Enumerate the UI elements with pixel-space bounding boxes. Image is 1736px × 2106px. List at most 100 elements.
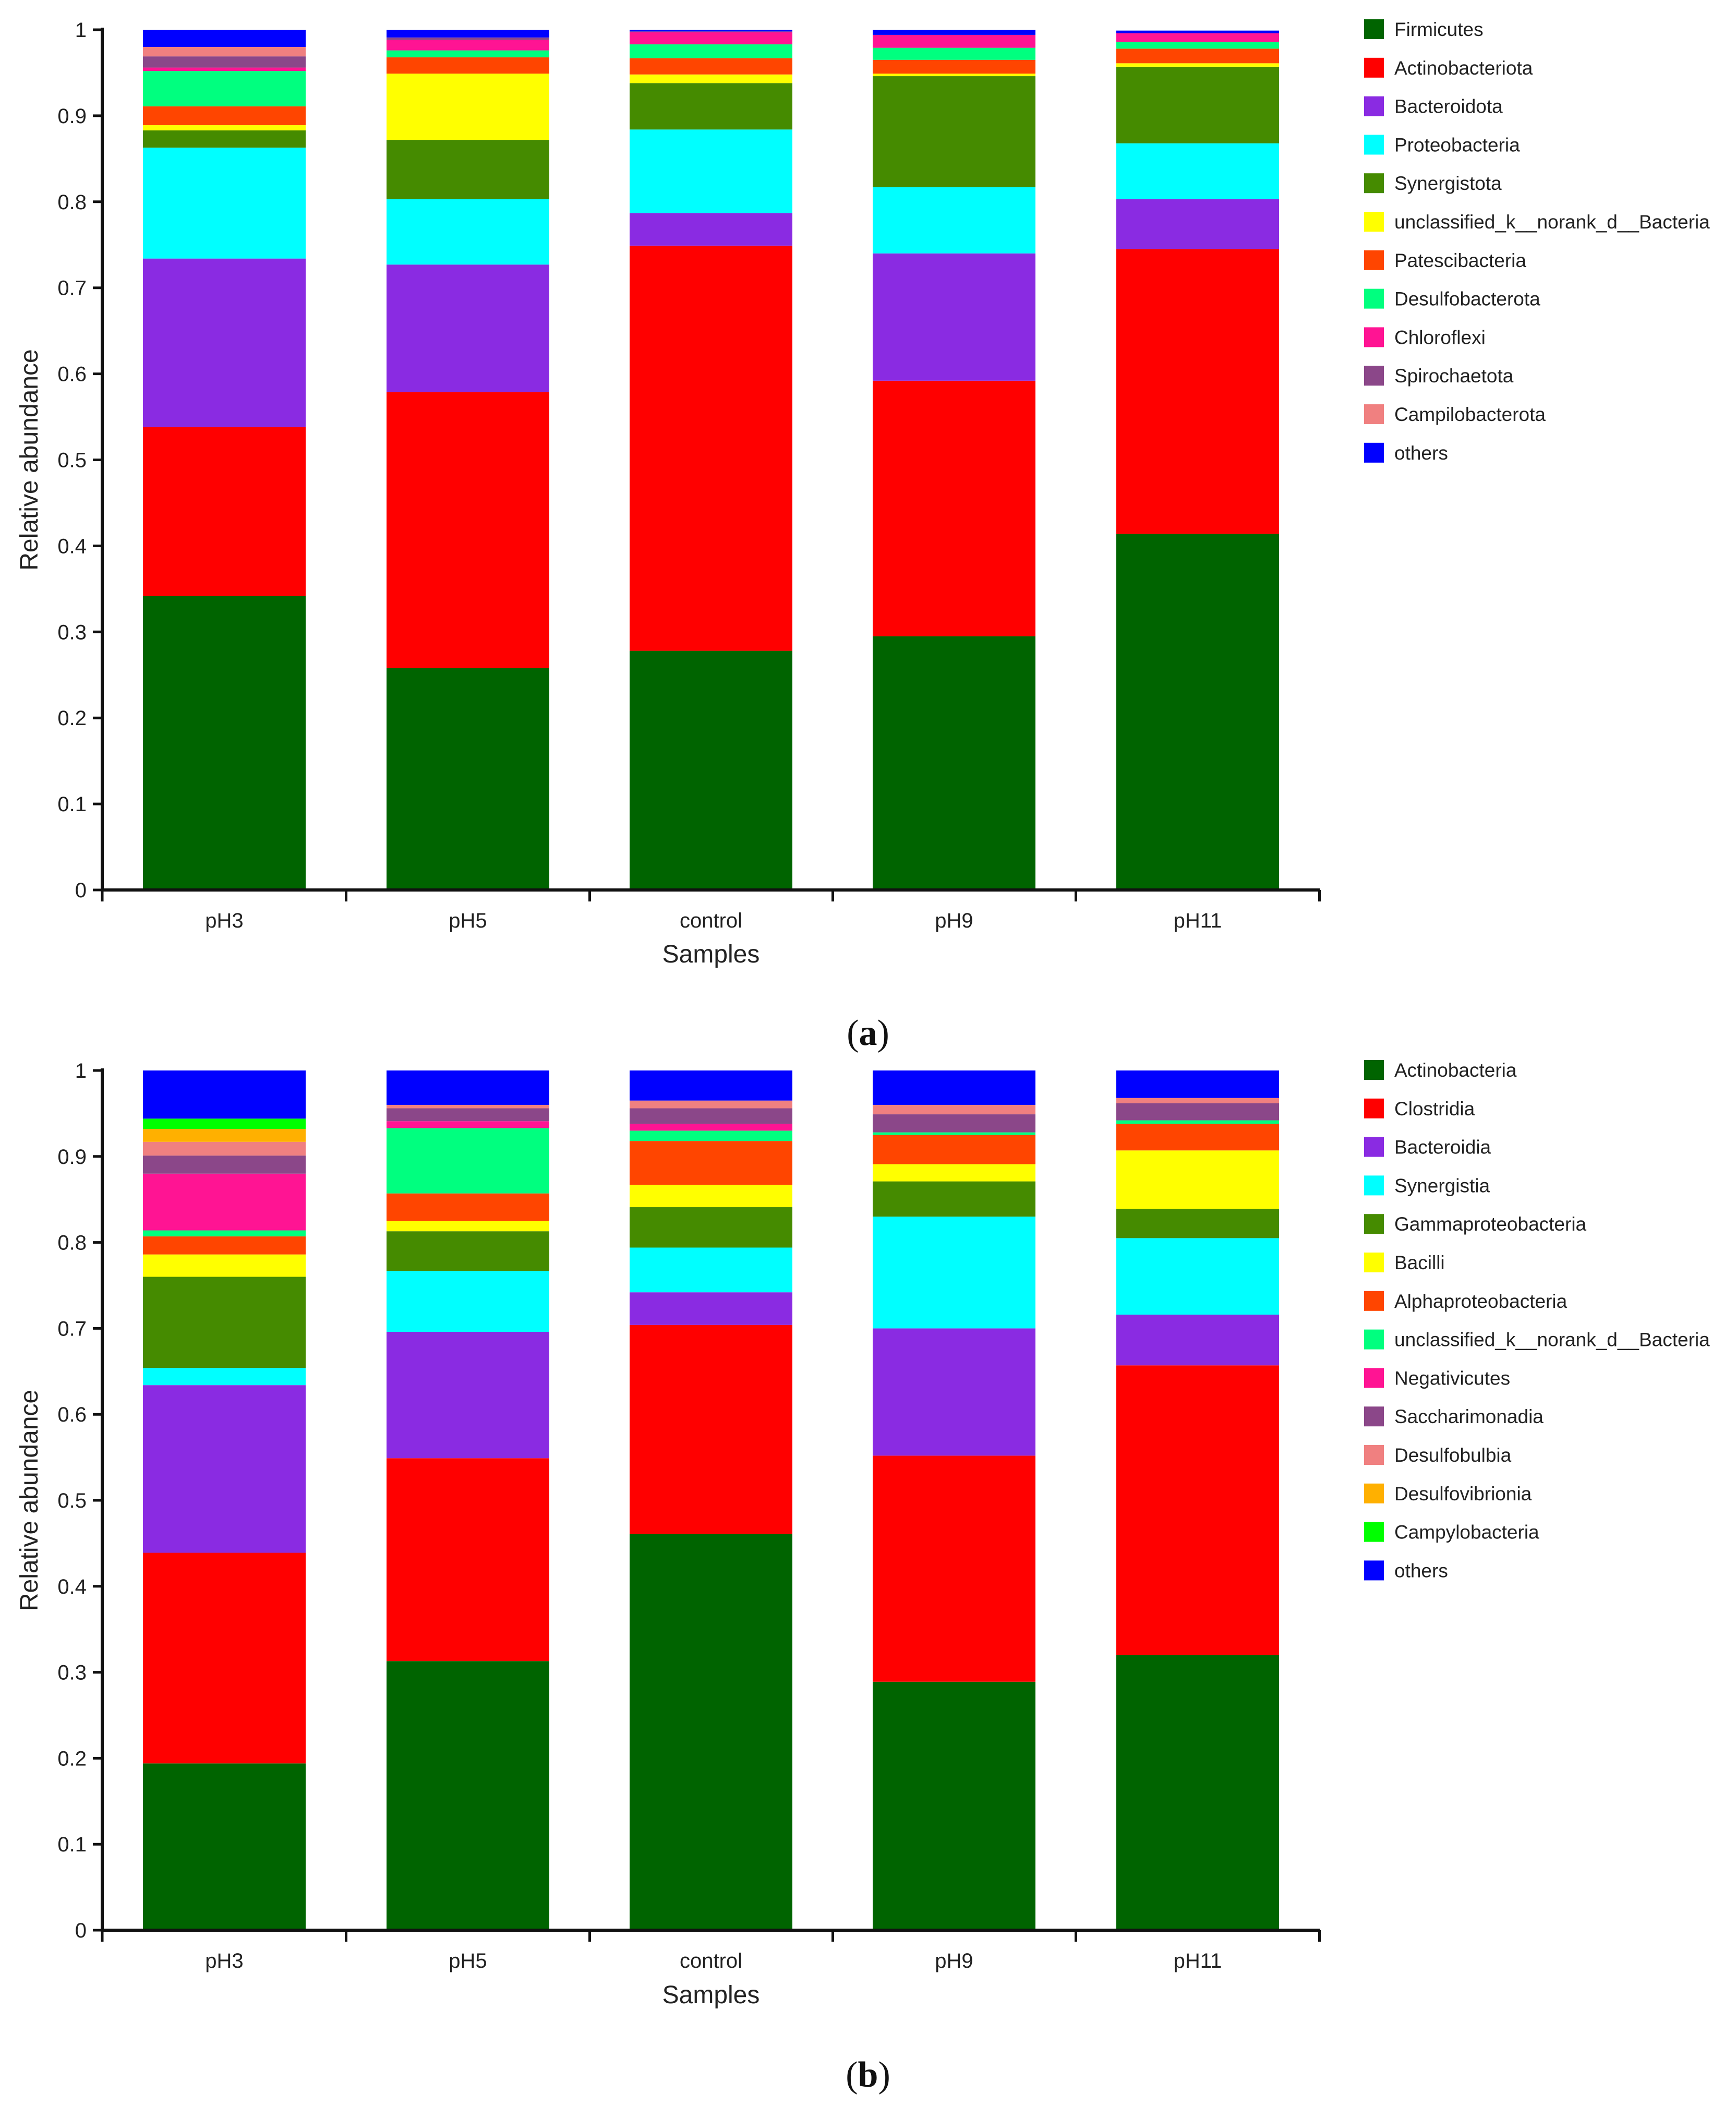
bar-segment-pH11-bacilli: [1116, 1150, 1279, 1209]
bar-segment-pH9-firmicutes: [873, 636, 1035, 890]
bar-segment-pH11-bacteroidia: [1116, 1315, 1279, 1366]
x-axis-title: Samples: [662, 941, 760, 968]
legend-swatch: [1364, 1560, 1384, 1581]
bar-segment-pH11-actinobacteria: [1116, 1655, 1279, 1930]
y-tick-label: 0.3: [57, 621, 87, 644]
x-tick-label-pH5: pH5: [449, 909, 487, 932]
y-tick-label: 0.8: [57, 191, 87, 214]
bar-segment-pH11-others: [1116, 1070, 1279, 1098]
bar-segment-pH11-bacteroidota: [1116, 199, 1279, 249]
bar-segment-pH5-desulfobacterota: [387, 50, 549, 57]
bar-segment-control-others: [630, 30, 792, 32]
bar-segment-control-actinobacteriota: [630, 245, 792, 651]
bar-segment-control-bacilli: [630, 1185, 792, 1208]
bar-segment-control-proteobacteria: [630, 129, 792, 213]
legend-swatch: [1364, 404, 1384, 424]
bar-segment-pH11-desulfobulbia: [1116, 1098, 1279, 1103]
legend-label: others: [1394, 1560, 1448, 1581]
bar-segment-pH3-negativicutes: [143, 1173, 306, 1231]
bar-segment-pH11-unclassified-k-norank-d-bacteria: [1116, 63, 1279, 67]
bar-segment-pH3-alphaproteobacteria: [143, 1236, 306, 1255]
legend-label: Campilobacterota: [1394, 404, 1546, 425]
legend-swatch: [1364, 1253, 1384, 1272]
legend-label: others: [1394, 442, 1448, 464]
bar-segment-pH5-bacteroidia: [387, 1331, 549, 1459]
bar-segment-control-synergistia: [630, 1247, 792, 1293]
legend-label: Bacilli: [1394, 1252, 1445, 1273]
bar-segment-pH3-unclassified-k-norank-d-bacteria: [143, 1230, 306, 1237]
y-tick-label: 0.4: [57, 1575, 87, 1598]
legend-label: Proteobacteria: [1394, 134, 1520, 155]
legend-swatch: [1364, 366, 1384, 386]
bar-segment-pH3-actinobacteria: [143, 1763, 306, 1930]
legend-swatch: [1364, 1368, 1384, 1388]
bar-segment-pH5-unclassified-k-norank-d-bacteria: [387, 1128, 549, 1194]
bar-segment-pH11-others: [1116, 30, 1279, 33]
x-tick-label-pH5: pH5: [449, 1949, 487, 1972]
legend-swatch: [1364, 57, 1384, 78]
bar-segment-pH5-clostridia: [387, 1458, 549, 1662]
chart-a: 0 0.1 0.2 0.3 0.4 0.5 0.6 0.7 0.8 0.9 1 pH3 pH5 contr…: [16, 19, 1710, 1053]
bar-segment-pH3-spirochaetota: [143, 56, 306, 68]
bar-segment-pH11-chloroflexi: [1116, 33, 1279, 42]
legend-swatch: [1364, 1137, 1384, 1157]
y-tick-label: 0.2: [57, 1747, 87, 1770]
bar-segment-pH5-proteobacteria: [387, 199, 549, 265]
bar-segment-control-others: [630, 1070, 792, 1101]
x-tick-label-control: control: [680, 909, 742, 932]
legend-swatch: [1364, 1060, 1384, 1080]
bar-segment-control-bacteroidota: [630, 213, 792, 246]
y-tick-label: 0.8: [57, 1232, 87, 1255]
bar-segment-pH5-actinobacteriota: [387, 392, 549, 668]
legend-swatch: [1364, 1291, 1384, 1311]
y-tick-label: 0.9: [57, 105, 87, 128]
bar-segment-pH5-bacilli: [387, 1221, 549, 1232]
bar-segment-pH11-synergistota: [1116, 66, 1279, 143]
bar-segment-control-unclassified-k-norank-d-bacteria: [630, 1130, 792, 1141]
bar-segment-pH3-proteobacteria: [143, 147, 306, 259]
bar-segment-pH5-synergistia: [387, 1270, 549, 1332]
legend-swatch: [1364, 327, 1384, 347]
panel-label: (b): [846, 2055, 890, 2095]
y-tick-label: 0.7: [57, 277, 87, 300]
bar-segment-pH11-desulfobacterota: [1116, 42, 1279, 49]
bar-segment-pH3-bacilli: [143, 1254, 306, 1277]
y-tick-label: 0: [75, 879, 87, 902]
legend-swatch: [1364, 250, 1384, 270]
bar-segment-pH3-patescibacteria: [143, 106, 306, 126]
y-tick-label: 0.4: [57, 535, 87, 558]
bar-segment-pH5-chloroflexi: [387, 40, 549, 51]
bar-segment-pH11-unclassified-k-norank-d-bacteria: [1116, 1120, 1279, 1124]
bar-segment-pH3-campylobacteria: [143, 1118, 306, 1129]
bar-segment-pH9-others: [873, 30, 1035, 35]
bar-segment-control-clostridia: [630, 1325, 792, 1534]
y-tick-label: 0.1: [57, 1833, 87, 1856]
legend-swatch: [1364, 212, 1384, 232]
y-tick-label: 0.7: [57, 1317, 87, 1340]
legend-label: Patescibacteria: [1394, 250, 1526, 271]
legend-swatch: [1364, 1445, 1384, 1465]
legend-label: Bacteroidota: [1394, 96, 1503, 117]
bar-segment-pH5-saccharimonadia: [387, 1108, 549, 1122]
bar-segment-pH5-actinobacteria: [387, 1661, 549, 1930]
bar-segment-pH5-bacteroidota: [387, 264, 549, 392]
bar-segment-control-desulfobulbia: [630, 1100, 792, 1109]
bar-segment-pH9-desulfobacterota: [873, 47, 1035, 60]
panel-label: (a): [847, 1013, 889, 1053]
bar-segment-pH3-bacteroidota: [143, 258, 306, 427]
bar-segment-pH9-chloroflexi: [873, 34, 1035, 48]
bar-segment-pH9-alphaproteobacteria: [873, 1135, 1035, 1164]
bar-segment-control-unclassified-k-norank-d-bacteria: [630, 74, 792, 83]
legend-label: Synergistota: [1394, 173, 1502, 194]
legend-swatch: [1364, 1214, 1384, 1234]
bar-segment-control-desulfobacterota: [630, 44, 792, 58]
y-tick-label: 0.2: [57, 707, 87, 730]
legend-label: Negativicutes: [1394, 1367, 1510, 1389]
bar-segment-pH3-unclassified-k-norank-d-bacteria: [143, 125, 306, 130]
bar-segment-pH9-unclassified-k-norank-d-bacteria: [873, 1132, 1035, 1135]
bar-segment-pH3-actinobacteriota: [143, 427, 306, 596]
bar-segment-pH9-bacilli: [873, 1164, 1035, 1182]
y-tick-label: 0.5: [57, 1489, 87, 1512]
bar-segment-pH5-desulfobulbia: [387, 1104, 549, 1109]
bar-segment-pH5-spirochaetota: [387, 37, 549, 40]
